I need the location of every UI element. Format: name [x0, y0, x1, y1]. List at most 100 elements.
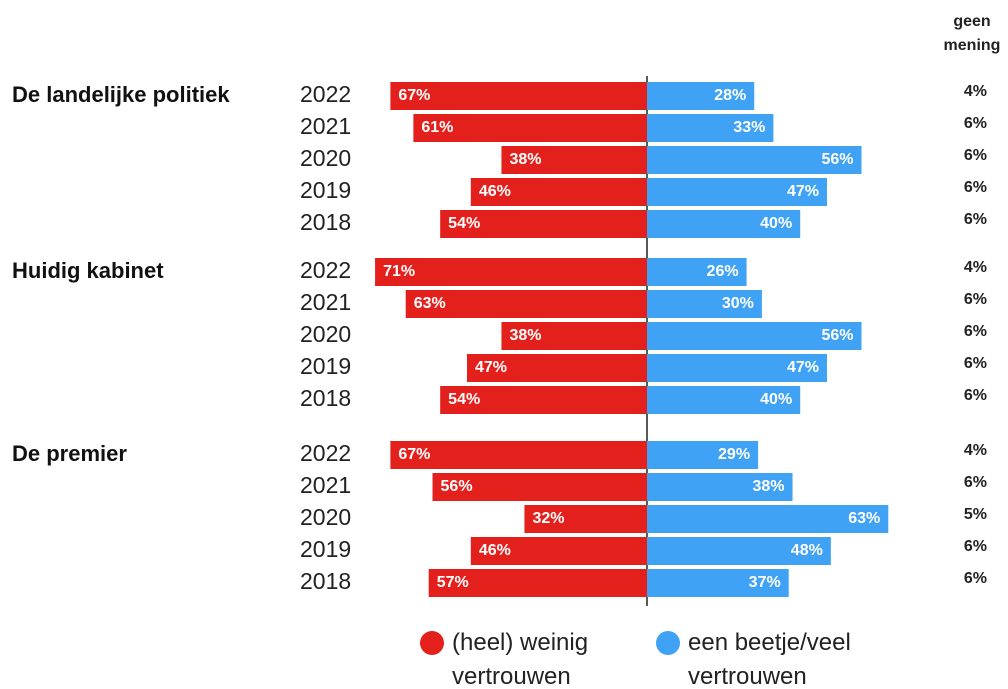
value-label: 54% [448, 215, 480, 232]
bar [647, 473, 793, 501]
year-label: 2022 [300, 257, 351, 283]
value-label: 56% [441, 478, 473, 495]
bar [647, 114, 774, 142]
value-label: 4% [964, 259, 987, 276]
bar [647, 178, 828, 206]
value-label: 54% [448, 391, 480, 408]
bar [390, 82, 647, 110]
legend-label: een beetje/veel vertrouwen [688, 629, 851, 689]
column-header: geen mening [943, 13, 1001, 54]
value-label: 5% [964, 506, 987, 523]
bar [501, 322, 647, 350]
year-label: 2018 [300, 209, 351, 235]
bar [647, 322, 862, 350]
group-label: Huidig kabinet [12, 258, 164, 283]
value-label: 38% [509, 327, 541, 344]
year-label: 2022 [300, 440, 351, 466]
value-label: 67% [398, 87, 430, 104]
bar [501, 146, 647, 174]
year-label: 2022 [300, 81, 351, 107]
value-label: 57% [437, 574, 469, 591]
value-label: 61% [421, 119, 453, 136]
value-label: 47% [787, 183, 819, 200]
legend-label: (heel) weinig vertrouwen [452, 629, 589, 689]
value-label: 32% [532, 510, 564, 527]
value-label: 6% [964, 211, 987, 228]
value-label: 56% [821, 151, 853, 168]
year-label: 2019 [300, 353, 351, 379]
bar [647, 441, 759, 469]
bar [647, 210, 801, 238]
value-label: 56% [821, 327, 853, 344]
bar [524, 505, 647, 533]
legend-swatch [420, 631, 444, 655]
bar [647, 505, 889, 533]
bar [470, 178, 647, 206]
bar [647, 258, 747, 286]
year-label: 2019 [300, 177, 351, 203]
value-label: 38% [509, 151, 541, 168]
value-label: 67% [398, 446, 430, 463]
value-label: 6% [964, 115, 987, 132]
value-label: 40% [760, 215, 792, 232]
value-label: 29% [718, 446, 750, 463]
year-label: 2021 [300, 289, 351, 315]
bar [428, 569, 647, 597]
bar [647, 386, 801, 414]
value-label: 4% [964, 83, 987, 100]
year-label: 2018 [300, 385, 351, 411]
value-label: 6% [964, 323, 987, 340]
year-label: 2021 [300, 472, 351, 498]
bar [647, 569, 789, 597]
value-label: 6% [964, 538, 987, 555]
bar [405, 290, 647, 318]
bar [390, 441, 647, 469]
bar [432, 473, 647, 501]
year-label: 2020 [300, 145, 351, 171]
year-label: 2020 [300, 321, 351, 347]
year-label: 2018 [300, 568, 351, 594]
group-label: De landelijke politiek [12, 82, 230, 107]
value-label: 6% [964, 474, 987, 491]
bar [647, 290, 762, 318]
value-label: 38% [753, 478, 785, 495]
value-label: 46% [479, 183, 511, 200]
bar [440, 210, 647, 238]
bar [466, 354, 647, 382]
value-label: 6% [964, 570, 987, 587]
value-label: 6% [964, 355, 987, 372]
bar [647, 146, 862, 174]
value-label: 63% [848, 510, 880, 527]
value-label: 47% [475, 359, 507, 376]
bar [470, 537, 647, 565]
value-label: 4% [964, 442, 987, 459]
legend-swatch [656, 631, 680, 655]
bar [413, 114, 647, 142]
value-label: 28% [714, 87, 746, 104]
bar [440, 386, 647, 414]
year-label: 2020 [300, 504, 351, 530]
value-label: 6% [964, 291, 987, 308]
value-label: 6% [964, 387, 987, 404]
year-label: 2019 [300, 536, 351, 562]
value-label: 6% [964, 147, 987, 164]
bar [647, 82, 755, 110]
bar [647, 537, 831, 565]
value-label: 33% [733, 119, 765, 136]
group-label: De premier [12, 441, 127, 466]
value-label: 40% [760, 391, 792, 408]
value-label: 46% [479, 542, 511, 559]
value-label: 26% [707, 263, 739, 280]
bar [375, 258, 647, 286]
value-label: 30% [722, 295, 754, 312]
value-label: 6% [964, 179, 987, 196]
year-label: 2021 [300, 113, 351, 139]
bar [647, 354, 828, 382]
value-label: 48% [791, 542, 823, 559]
value-label: 63% [414, 295, 446, 312]
value-label: 71% [383, 263, 415, 280]
value-label: 37% [749, 574, 781, 591]
value-label: 47% [787, 359, 819, 376]
